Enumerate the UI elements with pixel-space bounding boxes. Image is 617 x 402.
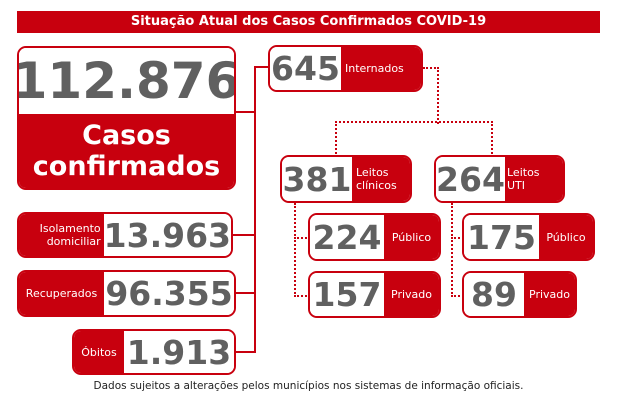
label-line: Isolamento [39, 222, 101, 235]
isolation-label: Isolamento domiciliar [19, 214, 104, 256]
recovered-card: Recuperados 96.355 [17, 270, 236, 317]
icu-beds-card: 264 Leitos UTI [434, 155, 565, 203]
dotted-connector [451, 237, 464, 297]
isolation-card: Isolamento domiciliar 13.963 [17, 212, 233, 258]
deaths-label: Óbitos [74, 331, 124, 373]
connector [254, 66, 270, 68]
confirmed-label: Casos confirmados [19, 114, 234, 188]
label-line: domiciliar [46, 235, 101, 248]
dotted-connector [451, 203, 464, 239]
hospitalized-label: Internados [341, 47, 421, 90]
icu-private-card: 89 Privado [462, 271, 577, 318]
hospitalized-card: 645 Internados [268, 45, 423, 92]
dotted-connector [423, 67, 439, 124]
dotted-connector [294, 237, 310, 297]
hospitalized-value: 645 [270, 47, 341, 90]
icu-private-label: Privado [524, 273, 575, 316]
clinical-label: Leitos clínicos [352, 157, 410, 201]
label-line: UTI [507, 179, 526, 192]
label-line: confirmados [32, 151, 221, 182]
clinical-private-label: Privado [384, 273, 439, 316]
label-line: Leitos [507, 166, 540, 179]
icu-value: 264 [436, 157, 505, 201]
icu-public-card: 175 Público [462, 213, 595, 261]
page-title: Situação Atual dos Casos Confirmados COV… [17, 11, 600, 33]
icu-label: Leitos UTI [505, 157, 563, 201]
clinical-public-value: 224 [310, 215, 384, 259]
label-line: Casos [82, 120, 171, 151]
connector [236, 111, 255, 113]
clinical-private-value: 157 [310, 273, 384, 316]
clinical-public-card: 224 Público [308, 213, 441, 261]
clinical-private-card: 157 Privado [308, 271, 441, 318]
connector [236, 292, 255, 294]
dotted-connector [294, 203, 310, 239]
connector-trunk [254, 66, 256, 353]
connector [233, 234, 255, 236]
confirmed-value: 112.876 [19, 48, 234, 114]
disclaimer: Dados sujeitos a alterações pelos municí… [93, 380, 524, 392]
isolation-value: 13.963 [103, 214, 231, 256]
recovered-label: Recuperados [19, 272, 104, 315]
label-line: Leitos [356, 166, 389, 179]
label-line: clínicos [356, 179, 397, 192]
icu-public-value: 175 [464, 215, 539, 259]
recovered-value: 96.355 [104, 272, 234, 315]
deaths-value: 1.913 [124, 331, 234, 373]
clinical-public-label: Público [384, 215, 439, 259]
clinical-beds-card: 381 Leitos clínicos [280, 155, 412, 203]
confirmed-cases-card: 112.876 Casos confirmados [17, 46, 236, 190]
icu-public-label: Público [539, 215, 593, 259]
dotted-connector [335, 121, 493, 157]
connector [236, 351, 255, 353]
deaths-card: Óbitos 1.913 [72, 329, 236, 375]
icu-private-value: 89 [464, 273, 524, 316]
clinical-value: 381 [282, 157, 352, 201]
